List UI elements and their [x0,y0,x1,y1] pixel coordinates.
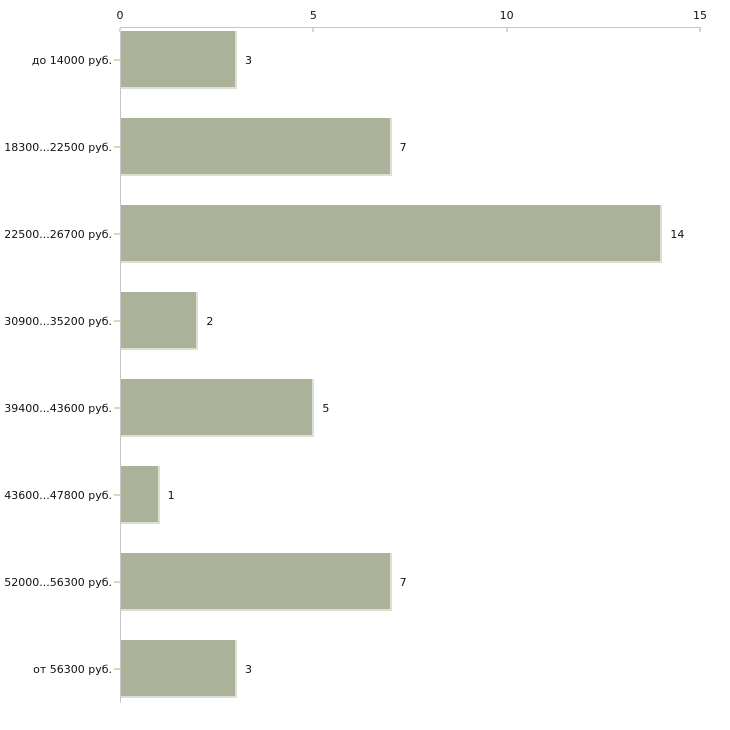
value-label: 3 [245,662,252,676]
bar [121,379,315,437]
value-label: 7 [399,575,407,589]
x-tick-label: 5 [309,9,317,22]
bar-row: до 14000 руб. 3 [0,27,730,114]
bar-rows: до 14000 руб. 3 18300...22500 руб. 7 22500..… [0,27,730,723]
value-label: 14 [670,227,685,241]
category-label: 18300...22500 руб. [4,140,112,154]
x-tick-mark [312,28,315,32]
category-label: 22500...26700 руб. [4,227,112,241]
x-tick-mark [505,28,508,32]
bar-area: 7 [121,553,701,611]
bar [121,292,199,350]
category-label: 43600...47800 руб. [4,488,112,502]
bar-area: 3 [121,31,701,89]
value-label: 7 [399,140,407,154]
value-label: 3 [245,53,252,67]
x-tick-mark [699,28,701,32]
value-label: 5 [322,401,330,415]
bar-row: 22500...26700 руб. 14 [0,201,730,288]
bar-row: 30900...35200 руб. 2 [0,288,730,375]
bar [121,466,160,524]
category-label: от 56300 руб. [33,662,112,676]
bar-row: 52000...56300 руб. 7 [0,549,730,636]
value-label: 1 [167,488,175,502]
y-axis-tick-mark [114,59,120,61]
x-tick-label: 15 [693,9,707,22]
bar [121,118,392,176]
bar [121,640,237,698]
category-label: 52000...56300 руб. [4,575,112,589]
category-label: 39400...43600 руб. [4,401,112,415]
x-axis-tick-labels: 0 5 10 15 [116,9,708,23]
bar-row: от 56300 руб. 3 [0,636,730,723]
bar-area: 5 [121,379,701,437]
category-label: до 14000 руб. [31,53,112,67]
y-axis-tick-mark [114,407,120,409]
y-axis-tick-mark [114,320,120,322]
bar-area: 7 [121,118,701,176]
bar-row: 43600...47800 руб. 1 [0,462,730,549]
y-axis-tick-mark [114,494,120,496]
y-axis-tick-mark [114,581,120,583]
bar-area: 1 [121,466,701,524]
bar [121,553,392,611]
y-axis-line [120,27,121,703]
y-axis-tick-mark [114,668,120,670]
bar-area: 3 [121,640,701,698]
x-axis-line [120,27,701,28]
bar [121,205,663,263]
category-label: 30900...35200 руб. [4,314,112,328]
x-tick-label: 10 [499,9,514,22]
x-tick-label: 0 [116,9,124,22]
bar-row: 18300...22500 руб. 7 [0,114,730,201]
bar-area: 14 [121,205,701,263]
x-tick-mark [119,28,121,32]
x-axis-tick-marks [119,28,701,32]
value-label: 2 [206,314,214,328]
y-axis-tick-mark [114,146,120,148]
y-axis-tick-mark [114,233,120,235]
bar [121,31,237,89]
bar-row: 39400...43600 руб. 5 [0,375,730,462]
bar-area: 2 [121,292,701,350]
